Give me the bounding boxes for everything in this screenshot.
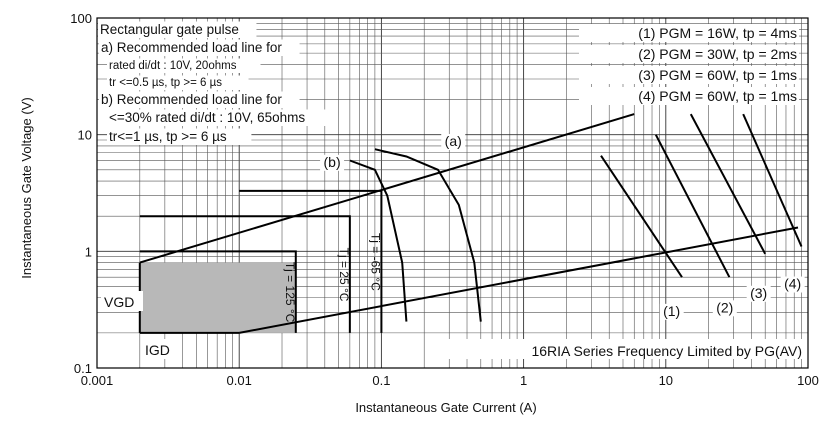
note-bg: [579, 66, 799, 84]
curve-label: (4): [784, 276, 801, 292]
igd-label: IGD: [145, 342, 170, 358]
axis-ticks: 0.001 0.01 0.1 1 10 100 0.1 1 10 100: [70, 11, 819, 388]
temperature-label: Tj = 125 °C: [283, 262, 297, 323]
region-label-bg: [142, 339, 182, 359]
note-right-line: (4) PGM = 60W, tp = 1ms: [638, 88, 797, 104]
curve-label: (1): [663, 303, 680, 319]
shaded-region: [139, 262, 296, 333]
footer-bg: [430, 339, 804, 359]
curve-4: [654, 134, 731, 278]
note-left-line: <=30% rated di/dt : 10V, 65ohms: [109, 110, 305, 125]
note-bg: [107, 58, 261, 73]
x-axis-label: Instantaneous Gate Current (A): [355, 400, 536, 415]
note-right-line: (1) PGM = 16W, tp = 4ms: [638, 25, 797, 41]
note-bg: [107, 75, 249, 90]
curve-1: [139, 113, 635, 264]
note-left-line: tr <=0.5 µs, tp >= 6 µs: [109, 77, 222, 89]
vgd-label: VGD: [104, 294, 134, 310]
x-tick-label: 0.1: [372, 373, 390, 388]
y-tick-label: 10: [78, 128, 92, 143]
note-right-line: (2) PGM = 30W, tp = 2ms: [638, 46, 797, 62]
gate-regions: Tj = 125 °C Tj = 25 °C Tj = -65 °C: [138, 189, 383, 334]
curve-label-bg: [320, 154, 345, 171]
curve-7: [349, 159, 408, 322]
temperature-box-2: [139, 215, 351, 333]
curve-label-bg: [659, 303, 684, 320]
note-bg: [579, 45, 799, 63]
note-left-line: Rectangular gate pulse: [100, 22, 239, 37]
annotations: (a) (b) (1) (2) (3) (4) Rectangular gate pulse…: [98, 21, 805, 359]
curves: [139, 113, 803, 334]
curve-label-bg: [780, 276, 805, 293]
note-left-line: rated di/dt : 10V, 20ohms: [109, 60, 237, 72]
curve-8: [374, 148, 482, 322]
note-left-line: tr<=1 µs, tp >= 6 µs: [109, 129, 227, 144]
temperature-label: Tj = -65 °C: [368, 233, 382, 291]
curve-label: (b): [324, 154, 341, 170]
note-bg: [99, 39, 300, 56]
temperature-box-1: [139, 250, 297, 333]
curve-label: (3): [750, 285, 767, 301]
note-bg: [579, 87, 799, 105]
region-label-bg: [101, 291, 143, 311]
curve-label: (2): [716, 299, 733, 315]
curve-5: [689, 113, 767, 255]
x-tick-label: 1: [520, 373, 527, 388]
curve-label-bg: [746, 285, 771, 302]
note-bg: [98, 21, 257, 38]
note-bg: [107, 128, 252, 145]
y-axis-label: Instantaneous Gate Voltage (V): [19, 97, 34, 278]
y-tick-label: 100: [70, 11, 92, 26]
y-tick-label: 1: [85, 244, 92, 259]
x-tick-label: 0.01: [227, 373, 252, 388]
y-tick-label: 0.1: [74, 361, 92, 376]
x-tick-label: 10: [659, 373, 673, 388]
x-tick-label: 0.001: [81, 373, 114, 388]
curve-label: (a): [445, 133, 462, 149]
note-bg: [107, 109, 329, 126]
note-right-line: (3) PGM = 60W, tp = 1ms: [638, 67, 797, 83]
note-bg: [99, 91, 300, 108]
footer-note: 16RIA Series Frequency Limited by PG(AV): [531, 343, 802, 359]
curve-6: [742, 113, 803, 247]
curve-label-bg: [441, 133, 466, 150]
curve-label-bg: [712, 300, 737, 317]
curve-2: [239, 226, 799, 334]
note-left-line: a) Recommended load line for: [101, 40, 282, 55]
note-left-line: b) Recommended load line for: [101, 92, 282, 107]
curve-3: [600, 155, 683, 278]
note-bg: [579, 24, 799, 42]
plot-frame: [96, 17, 809, 369]
x-tick-label: 100: [797, 373, 819, 388]
temperature-label: Tj = 25 °C: [337, 248, 351, 302]
